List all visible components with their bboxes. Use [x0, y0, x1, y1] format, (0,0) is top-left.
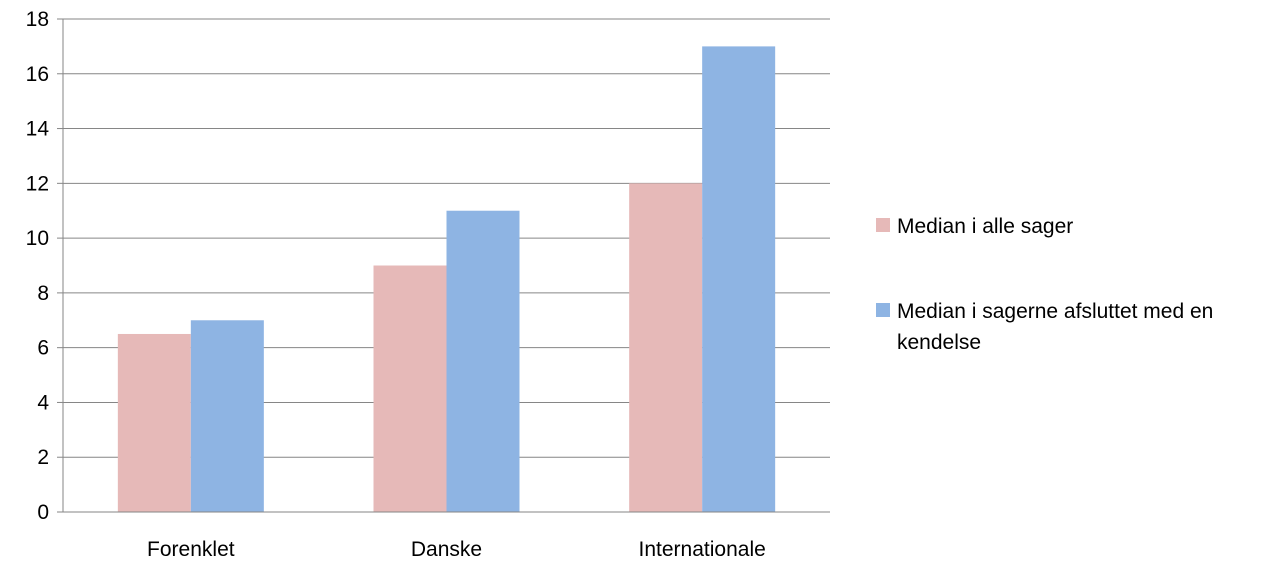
y-tick-label: 10 — [26, 227, 49, 250]
axes: 0 2 4 6 8 10 12 14 16 18 Forenklet Danske Internatio… — [26, 8, 830, 561]
bar-forenklet-series-1 — [117, 333, 191, 512]
bar-internationale-series-2 — [702, 46, 776, 513]
y-tick-label: 8 — [37, 282, 49, 305]
legend-label-median-kendelse-line2: kendelse — [897, 331, 981, 354]
legend-label-median-kendelse-line1: Median i sagerne afsluttet med en — [897, 300, 1213, 323]
y-tick-label: 18 — [26, 8, 49, 31]
x-category-label: Forenklet — [147, 538, 235, 559]
bar-danske-series-2 — [446, 210, 520, 512]
x-category-label: Internationale — [639, 538, 766, 559]
x-category-label: Danske — [411, 538, 482, 559]
y-tick-label: 4 — [37, 391, 49, 414]
y-tick-label: 14 — [26, 118, 50, 141]
legend-swatch-median-kendelse — [876, 303, 890, 317]
legend: Median i alle sager Median i sagerne afs… — [876, 215, 1213, 354]
bar-forenklet-series-2 — [190, 320, 264, 512]
bars — [117, 46, 776, 513]
y-tick-label: 16 — [26, 63, 49, 86]
y-tick-label: 2 — [37, 446, 49, 469]
y-tick-label: 0 — [37, 501, 49, 524]
y-tick-label: 12 — [26, 172, 49, 195]
bar-danske-series-1 — [373, 265, 447, 512]
bar-internationale-series-1 — [629, 183, 703, 513]
legend-label-median-all: Median i alle sager — [897, 215, 1073, 238]
legend-swatch-median-all — [876, 218, 890, 232]
y-tick-label: 6 — [37, 337, 49, 360]
